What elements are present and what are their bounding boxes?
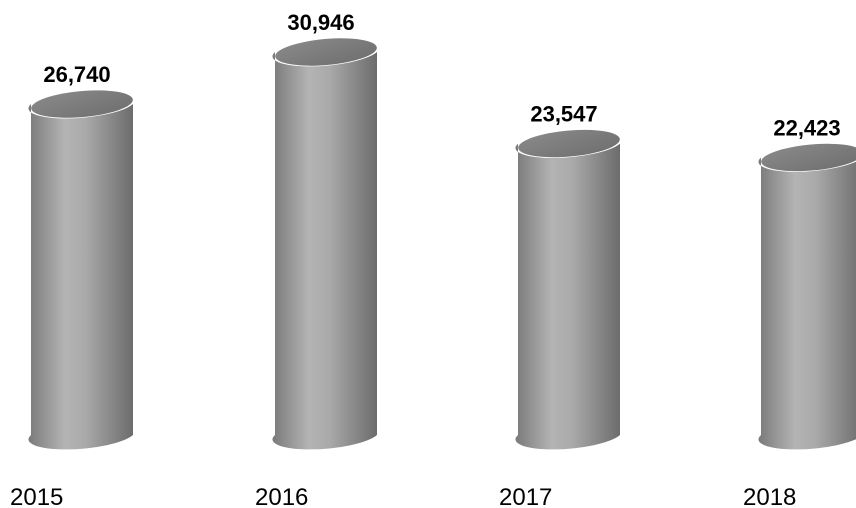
data-label-2016: 30,946 bbox=[287, 10, 354, 35]
data-label-2017: 23,547 bbox=[530, 102, 597, 127]
x-tick-labels-group: 2015 2016 2017 2018 bbox=[10, 484, 796, 508]
bar-2017 bbox=[515, 129, 620, 450]
value-labels-group: 26,740 30,946 23,547 22,423 bbox=[43, 10, 840, 140]
bar-body-2018 bbox=[758, 157, 856, 450]
x-tick-label-2018: 2018 bbox=[743, 484, 796, 508]
bar-2015 bbox=[28, 90, 133, 450]
x-tick-label-2015: 2015 bbox=[10, 484, 63, 508]
bar-top-2016 bbox=[275, 38, 377, 66]
bar-body-2015 bbox=[28, 104, 133, 450]
bar-2016 bbox=[272, 38, 377, 450]
bar-body-2017 bbox=[515, 143, 620, 450]
data-label-2018: 22,423 bbox=[773, 115, 840, 140]
bar-top-2015 bbox=[31, 90, 133, 118]
bar-top-2018 bbox=[761, 143, 856, 172]
x-tick-label-2016: 2016 bbox=[255, 484, 308, 508]
bar-2018 bbox=[758, 143, 856, 450]
bars-group bbox=[28, 38, 856, 450]
x-tick-label-2017: 2017 bbox=[499, 484, 552, 508]
data-label-2015: 26,740 bbox=[43, 62, 110, 87]
bar-top-2017 bbox=[518, 129, 620, 158]
bar-body-2016 bbox=[272, 52, 377, 450]
